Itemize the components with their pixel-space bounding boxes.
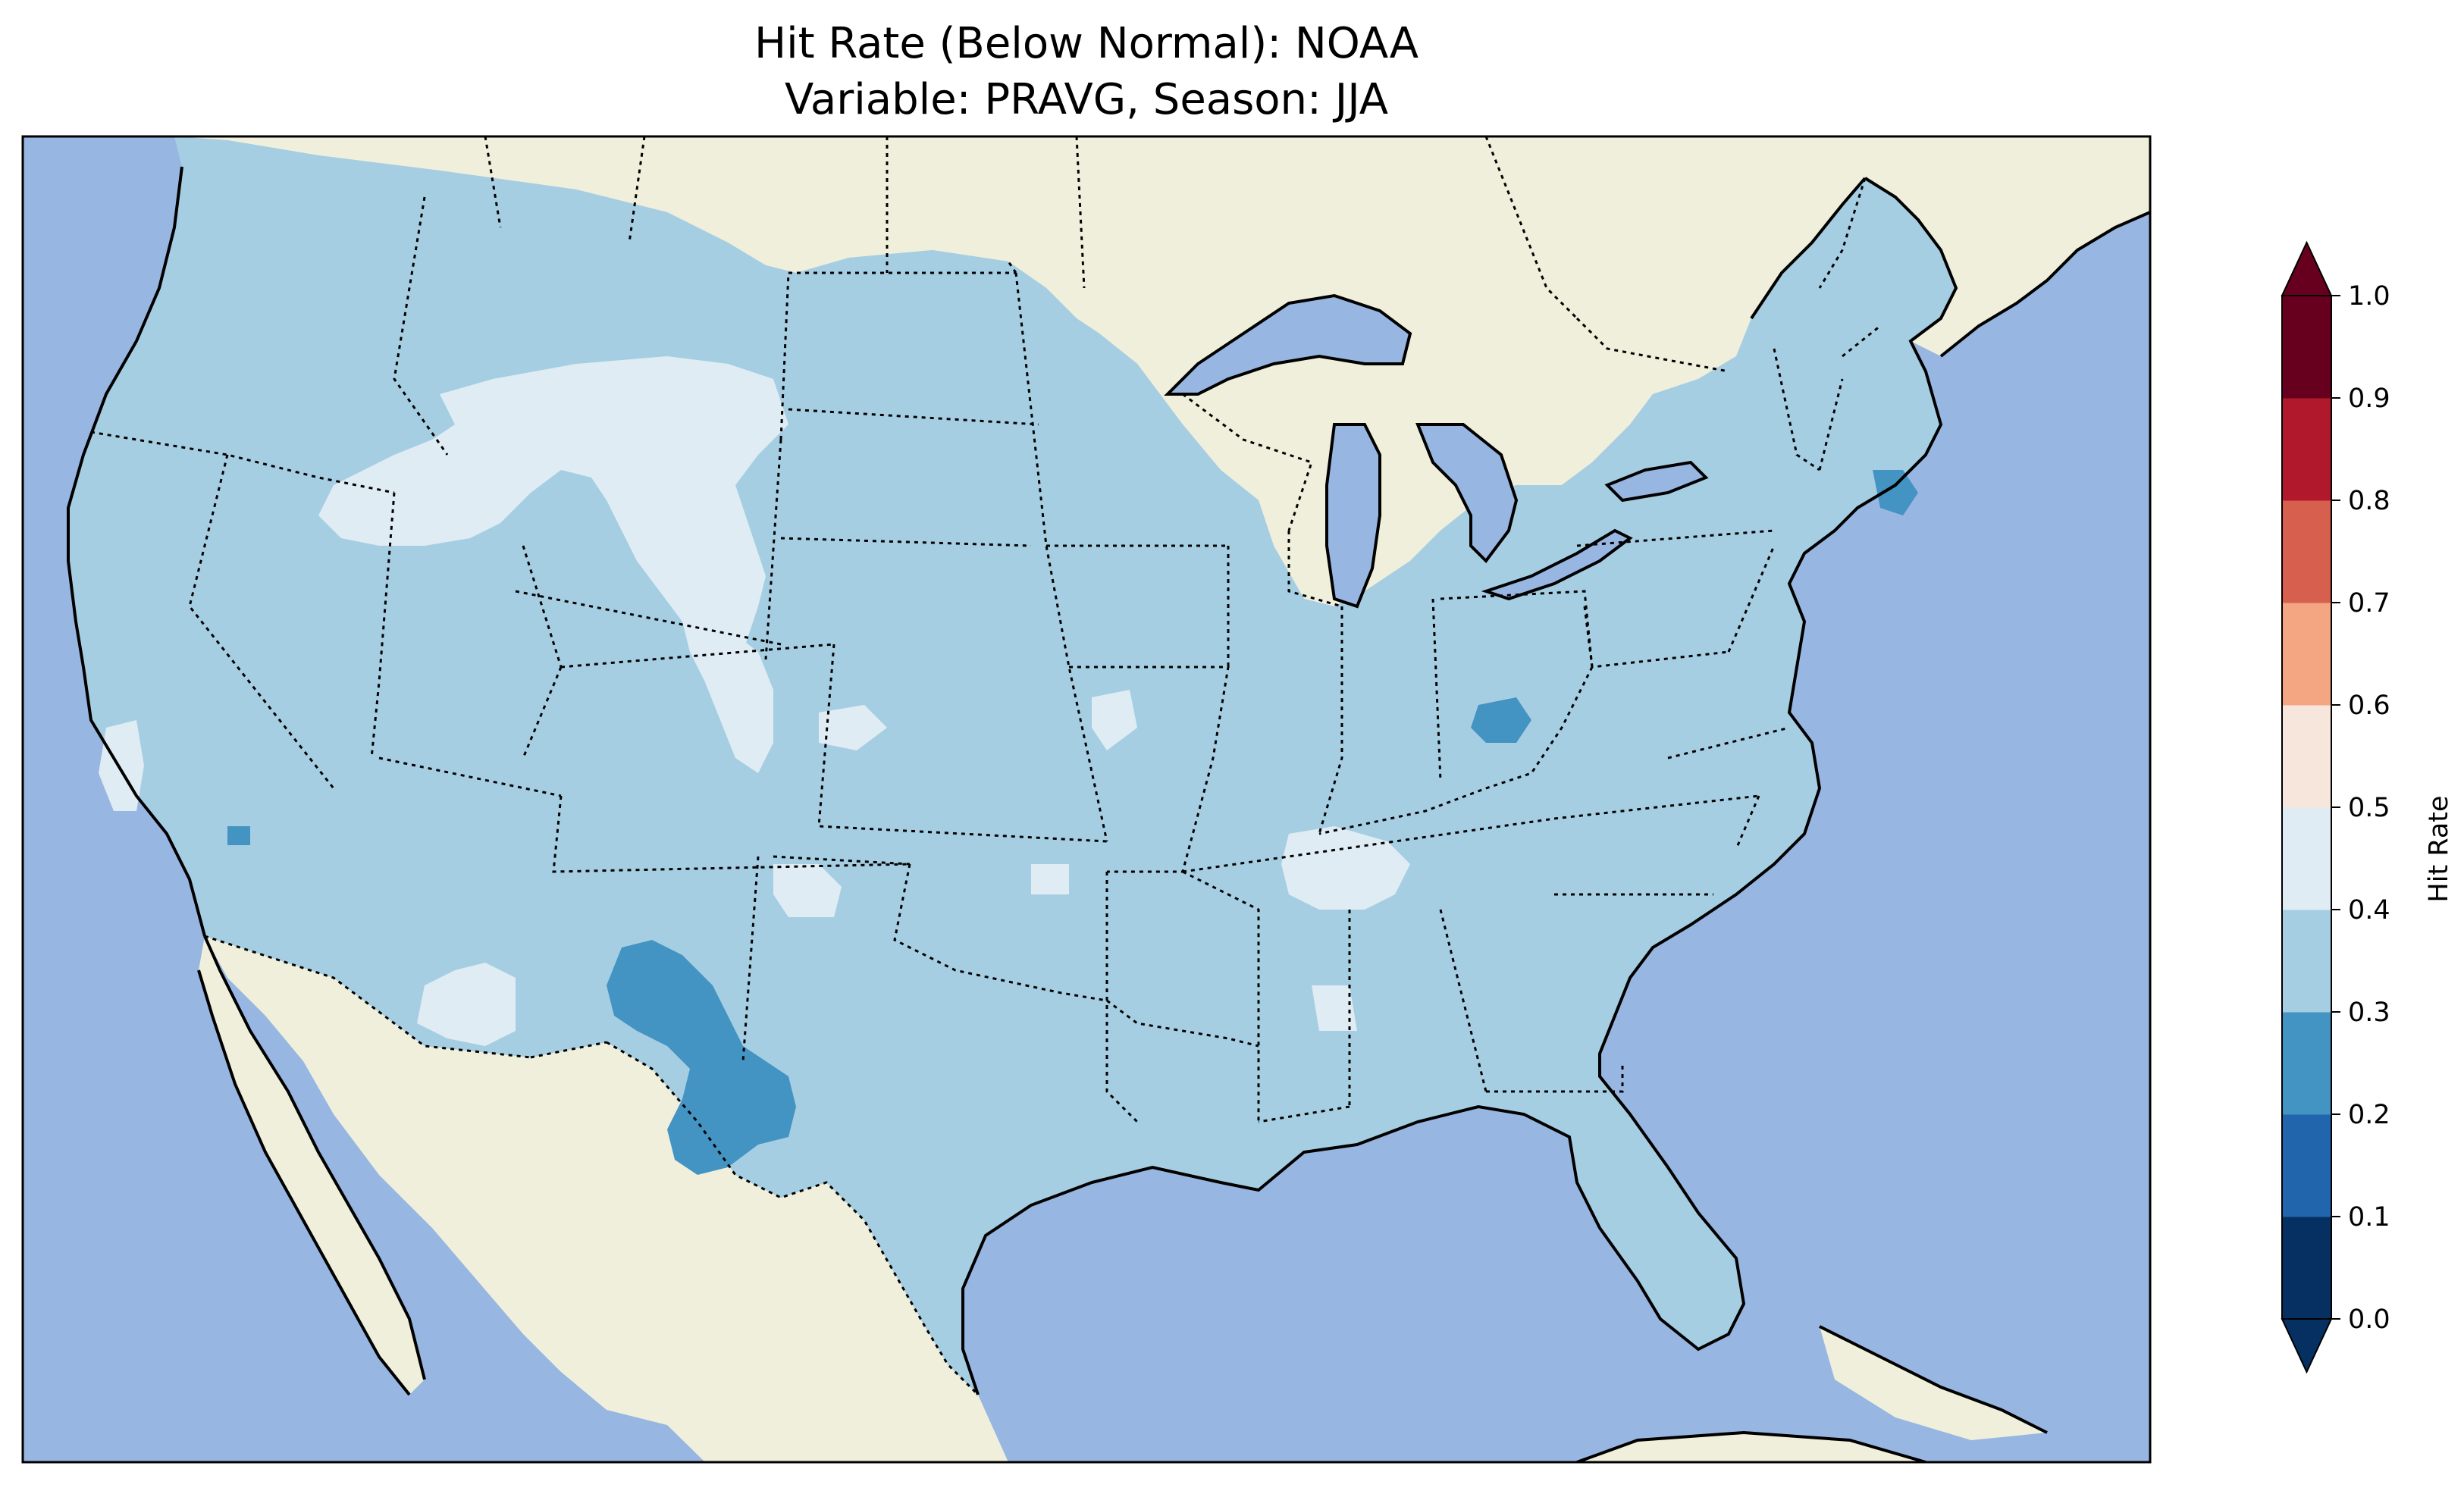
colorbar-tick-label: 1.0 xyxy=(2348,281,2390,312)
map-frame xyxy=(21,135,2152,1464)
baja-land xyxy=(199,936,425,1395)
colorbar-bin xyxy=(2282,296,2331,399)
region-massachusetts xyxy=(1873,470,1918,515)
colorbar-tick-label: 0.9 xyxy=(2348,384,2390,414)
colorbar-tick-label: 0.0 xyxy=(2348,1305,2390,1335)
region-kansas xyxy=(819,705,887,750)
region-missouri xyxy=(1092,690,1137,750)
colorbar-under-extension xyxy=(2281,1318,2333,1374)
colorbar-tick-label: 0.2 xyxy=(2348,1100,2390,1130)
colorbar-bin xyxy=(2282,910,2331,1013)
region-new-mexico-west-texas xyxy=(607,940,796,1175)
colorbar-tick-label: 0.7 xyxy=(2348,588,2390,619)
hit-rate-0.2-0.3-regions xyxy=(227,470,1918,1175)
mexico-land xyxy=(205,936,1008,1462)
colorbar-bin xyxy=(2282,398,2331,501)
country-boundaries xyxy=(204,136,1867,1396)
title-line-1: Hit Rate (Below Normal): NOAA xyxy=(754,19,1419,68)
lake-huron xyxy=(1418,424,1516,561)
colorbar-tick-label: 0.8 xyxy=(2348,486,2390,516)
region-tennessee-kentucky xyxy=(1281,826,1410,910)
region-idaho-montana-wyoming xyxy=(318,356,788,667)
colorbar-bin xyxy=(2282,705,2331,808)
canada-land xyxy=(174,136,1865,606)
region-texas-nm xyxy=(773,864,842,917)
colorbar-bin xyxy=(2282,603,2331,706)
title-line-2: Variable: PRAVG, Season: JJA xyxy=(785,75,1388,124)
colorbar-tick-label: 0.5 xyxy=(2348,793,2390,823)
lake-superior xyxy=(1168,296,1410,394)
region-oklahoma xyxy=(1031,864,1069,894)
lake-michigan xyxy=(1327,424,1380,606)
lake-erie xyxy=(1486,531,1630,599)
colorbar-tick-label: 0.6 xyxy=(2348,691,2390,721)
colorbar-label: Hit Rate xyxy=(2424,795,2454,902)
colorbar-bin xyxy=(2282,1217,2331,1320)
colorbar-over-extension xyxy=(2281,240,2333,296)
colorbar-bin xyxy=(2282,1012,2331,1115)
region-colorado-front-range xyxy=(682,622,773,773)
region-alabama xyxy=(1312,985,1357,1031)
map-axes xyxy=(23,136,2150,1462)
colorbar-tick-label: 0.3 xyxy=(2348,998,2390,1028)
region-southern-arizona xyxy=(417,963,516,1046)
colorbar-bin xyxy=(2282,807,2331,910)
colorbar: 0.0 0.1 0.2 0.3 0.4 0.5 0.6 0.7 0.8 0.9 1.0 xyxy=(2281,240,2390,1374)
coastlines xyxy=(67,166,2150,1462)
state-boundaries xyxy=(90,196,1881,1123)
region-central-california xyxy=(227,826,250,845)
colorbar-bin xyxy=(2282,500,2331,603)
lake-ontario xyxy=(1607,462,1706,500)
colorbar-bin xyxy=(2282,1114,2331,1217)
colorbar-tick-label: 0.4 xyxy=(2348,895,2390,926)
colorbar-tick-label: 0.1 xyxy=(2348,1202,2390,1232)
region-southern-ohio xyxy=(1471,697,1531,743)
